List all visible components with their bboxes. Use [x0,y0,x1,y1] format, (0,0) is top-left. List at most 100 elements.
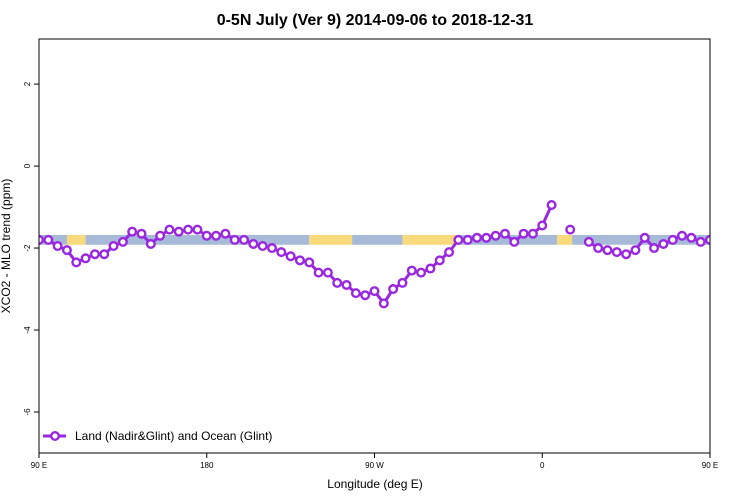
data-point [276,247,287,258]
band-segment-land [309,234,353,245]
data-point [257,240,268,251]
data-point [602,245,613,256]
data-point [89,249,100,260]
y-tick-label: -4 [23,326,32,334]
chart-title: 0-5N July (Ver 9) 2014-09-06 to 2018-12-… [217,12,534,29]
data-point [360,290,371,301]
band-segment-land [402,234,459,245]
data-point [322,267,333,278]
legend: Land (Nadir&Glint) and Ocean (Glint) [43,429,272,443]
series-layer [39,200,750,309]
y-tick-label: -2 [23,244,32,252]
data-point [183,224,194,235]
data-point [472,232,483,243]
data-point [52,240,63,251]
x-tick-label: 180 [200,461,214,470]
data-point [239,234,250,245]
data-point [192,224,203,235]
data-point [695,236,706,247]
data-point [425,263,436,274]
y-tick-label: 0 [23,163,32,168]
data-point [546,200,557,211]
data-point [444,247,455,258]
band-segment-ocean [85,234,310,245]
x-tick-label: 90 E [702,461,718,470]
data-point [266,243,277,254]
data-point [481,232,492,243]
data-point [639,232,650,243]
data-point [99,249,110,260]
x-tick-label: 90 W [365,461,384,470]
data-point [397,277,408,288]
plot-frame [38,38,711,454]
data-point [350,288,361,299]
data-point [388,284,399,295]
data-point [518,228,529,239]
x-tick-label: 0 [540,461,545,470]
data-point [43,234,54,245]
data-point [61,245,72,256]
data-point [565,224,576,235]
data-point [621,249,632,260]
data-point [677,230,688,241]
data-point [304,257,315,268]
data-point [108,240,119,251]
data-point [229,234,240,245]
data-point [164,224,175,235]
data-point [725,240,733,248]
data-point [490,230,501,241]
data-point [453,234,464,245]
data-point [716,234,724,242]
legend-label: Land (Nadir&Glint) and Ocean (Glint) [75,429,272,443]
band-segment-land [66,234,86,245]
data-point [705,234,710,245]
y-tick-label: 2 [23,81,32,86]
x-axis-label: Longitude (deg E) [327,477,422,491]
data-point [173,226,184,237]
data-point [369,286,380,297]
data-point [294,255,305,266]
y-axis-label: XCO2 - MLO trend (ppm) [0,179,13,314]
data-point [734,246,742,254]
data-point [71,257,82,268]
x-tick-label: 90 E [31,461,47,470]
data-point [537,220,548,231]
data-point [313,267,324,278]
data-point [686,232,697,243]
data-point [583,236,594,247]
data-point [220,228,231,239]
data-point [211,230,222,241]
data-point [145,238,156,249]
band-segment-ocean [352,234,403,245]
data-point [593,243,604,254]
data-point [136,228,147,239]
legend-marker-swatch [50,431,61,442]
data-point [611,247,622,258]
data-point [285,251,296,262]
data-point [649,243,660,254]
band-segment-land [557,234,573,245]
data-point [248,238,259,249]
data-point [406,265,417,276]
data-point [527,228,538,239]
y-tick-label: -6 [23,408,32,416]
data-point [509,236,520,247]
data-point [667,234,678,245]
band-segment-ocean [458,234,558,245]
data-point [378,298,389,309]
data-point [434,255,445,266]
data-point [332,277,343,288]
data-point [499,228,510,239]
data-point [462,234,473,245]
data-point [658,238,669,249]
data-point [155,230,166,241]
data-point [201,230,212,241]
data-point [80,253,91,264]
data-point [630,245,641,256]
data-point [341,279,352,290]
series-line [39,204,553,305]
data-point [743,259,750,267]
